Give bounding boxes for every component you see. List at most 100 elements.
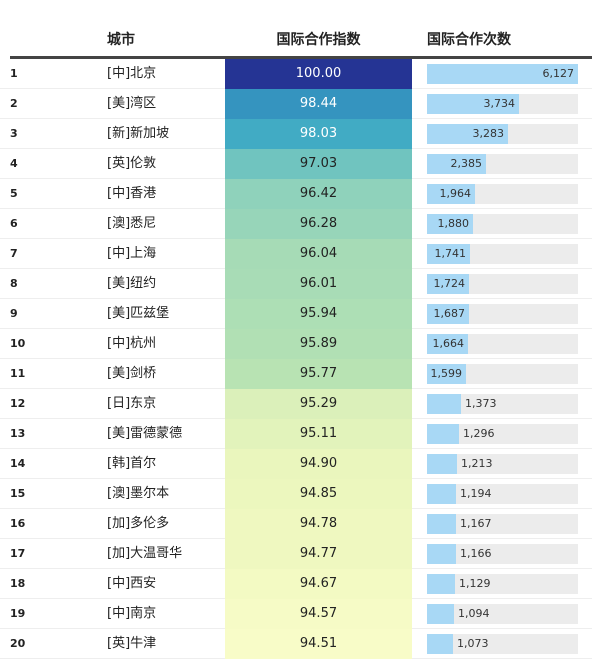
city-name: [日]东京	[107, 396, 157, 411]
count-bar-track: 2,385	[427, 154, 578, 174]
count-label: 1,373	[465, 397, 497, 410]
rank: 11	[10, 367, 26, 380]
table-row: 1 [中]北京 100.00 6,127	[0, 59, 592, 89]
count-bar	[427, 424, 459, 444]
count-bar	[427, 544, 456, 564]
count-label: 3,283	[472, 127, 505, 140]
city-name: [美]雷德蒙德	[107, 426, 183, 441]
index-cell: 98.44	[225, 89, 412, 119]
city-name: [加]多伦多	[107, 516, 170, 531]
count-bar	[427, 304, 469, 324]
count-label: 1,724	[433, 277, 466, 290]
count-bar	[427, 124, 508, 144]
count-label: 3,734	[483, 97, 516, 110]
count-label: 6,127	[542, 67, 575, 80]
city-name: [加]大温哥华	[107, 546, 183, 561]
rank: 13	[10, 427, 26, 440]
rank: 3	[10, 127, 18, 140]
rank: 5	[10, 187, 18, 200]
city-name: [美]湾区	[107, 96, 157, 111]
count-bar-track: 1,194	[427, 484, 578, 504]
count-bar	[427, 334, 468, 354]
index-cell: 95.29	[225, 389, 412, 419]
header-city: 城市	[107, 32, 135, 48]
city-name: [中]西安	[107, 576, 157, 591]
count-bar-track: 1,724	[427, 274, 578, 294]
rank: 2	[10, 97, 18, 110]
table-row: 10 [中]杭州 95.89 1,664	[0, 329, 592, 359]
count-bar	[427, 604, 454, 624]
count-label: 1,167	[460, 517, 492, 530]
header-index: 国际合作指数	[276, 32, 361, 48]
index-cell: 94.85	[225, 479, 412, 509]
header-count: 国际合作次数	[427, 32, 511, 48]
rank: 15	[10, 487, 26, 500]
count-bar	[427, 154, 486, 174]
count-bar	[427, 64, 578, 84]
count-bar	[427, 274, 469, 294]
city-name: [美]匹兹堡	[107, 306, 170, 321]
city-name: [中]南京	[107, 606, 157, 621]
count-bar-track: 1,664	[427, 334, 578, 354]
index-cell: 95.11	[225, 419, 412, 449]
count-bar-track: 1,296	[427, 424, 578, 444]
city-name: [新]新加坡	[107, 126, 170, 141]
count-bar-track: 3,734	[427, 94, 578, 114]
table-row: 12 [日]东京 95.29 1,373	[0, 389, 592, 419]
city-name: [中]杭州	[107, 336, 157, 351]
count-bar	[427, 634, 453, 654]
table-body: 1 [中]北京 100.00 6,127 2 [美]湾区 98.44 3,734 3 [新]新加坡…	[0, 59, 600, 659]
index-cell: 97.03	[225, 149, 412, 179]
rank: 17	[10, 547, 26, 560]
count-bar-track: 1,129	[427, 574, 578, 594]
city-name: [澳]墨尔本	[107, 486, 170, 501]
count-label: 1,880	[437, 217, 470, 230]
city-name: [英]牛津	[107, 636, 157, 651]
count-bar-track: 1,073	[427, 634, 578, 654]
index-cell: 96.28	[225, 209, 412, 239]
table-row: 13 [美]雷德蒙德 95.11 1,296	[0, 419, 592, 449]
count-bar-track: 1,213	[427, 454, 578, 474]
count-label: 1,166	[460, 547, 492, 560]
count-label: 1,073	[457, 637, 489, 650]
count-bar	[427, 454, 457, 474]
index-cell: 94.67	[225, 569, 412, 599]
city-name: [中]北京	[107, 66, 157, 81]
city-name: [中]上海	[107, 246, 157, 261]
table-row: 20 [英]牛津 94.51 1,073	[0, 629, 592, 659]
count-bar	[427, 364, 466, 384]
index-cell: 95.77	[225, 359, 412, 389]
index-cell: 94.57	[225, 599, 412, 629]
count-label: 1,213	[461, 457, 493, 470]
rank: 9	[10, 307, 18, 320]
header-divider	[10, 56, 592, 59]
city-name: [英]伦敦	[107, 156, 157, 171]
rank: 1	[10, 67, 18, 80]
count-bar-track: 1,094	[427, 604, 578, 624]
table-row: 18 [中]西安 94.67 1,129	[0, 569, 592, 599]
count-bar-track: 1,741	[427, 244, 578, 264]
rank: 18	[10, 577, 26, 590]
index-cell: 96.01	[225, 269, 412, 299]
count-bar	[427, 514, 456, 534]
index-cell: 96.04	[225, 239, 412, 269]
rank: 19	[10, 607, 26, 620]
count-bar	[427, 244, 470, 264]
index-cell: 94.77	[225, 539, 412, 569]
count-bar	[427, 214, 473, 234]
count-label: 2,385	[450, 157, 483, 170]
city-name: [澳]悉尼	[107, 216, 157, 231]
table-row: 8 [美]纽约 96.01 1,724	[0, 269, 592, 299]
count-bar	[427, 184, 475, 204]
count-label: 1,741	[434, 247, 467, 260]
table-row: 2 [美]湾区 98.44 3,734	[0, 89, 592, 119]
count-label: 1,194	[460, 487, 492, 500]
rank: 8	[10, 277, 18, 290]
rank: 4	[10, 157, 18, 170]
count-bar	[427, 394, 461, 414]
index-cell: 96.42	[225, 179, 412, 209]
count-bar-track: 1,880	[427, 214, 578, 234]
city-name: [中]香港	[107, 186, 157, 201]
index-cell: 94.90	[225, 449, 412, 479]
count-bar-track: 1,599	[427, 364, 578, 384]
